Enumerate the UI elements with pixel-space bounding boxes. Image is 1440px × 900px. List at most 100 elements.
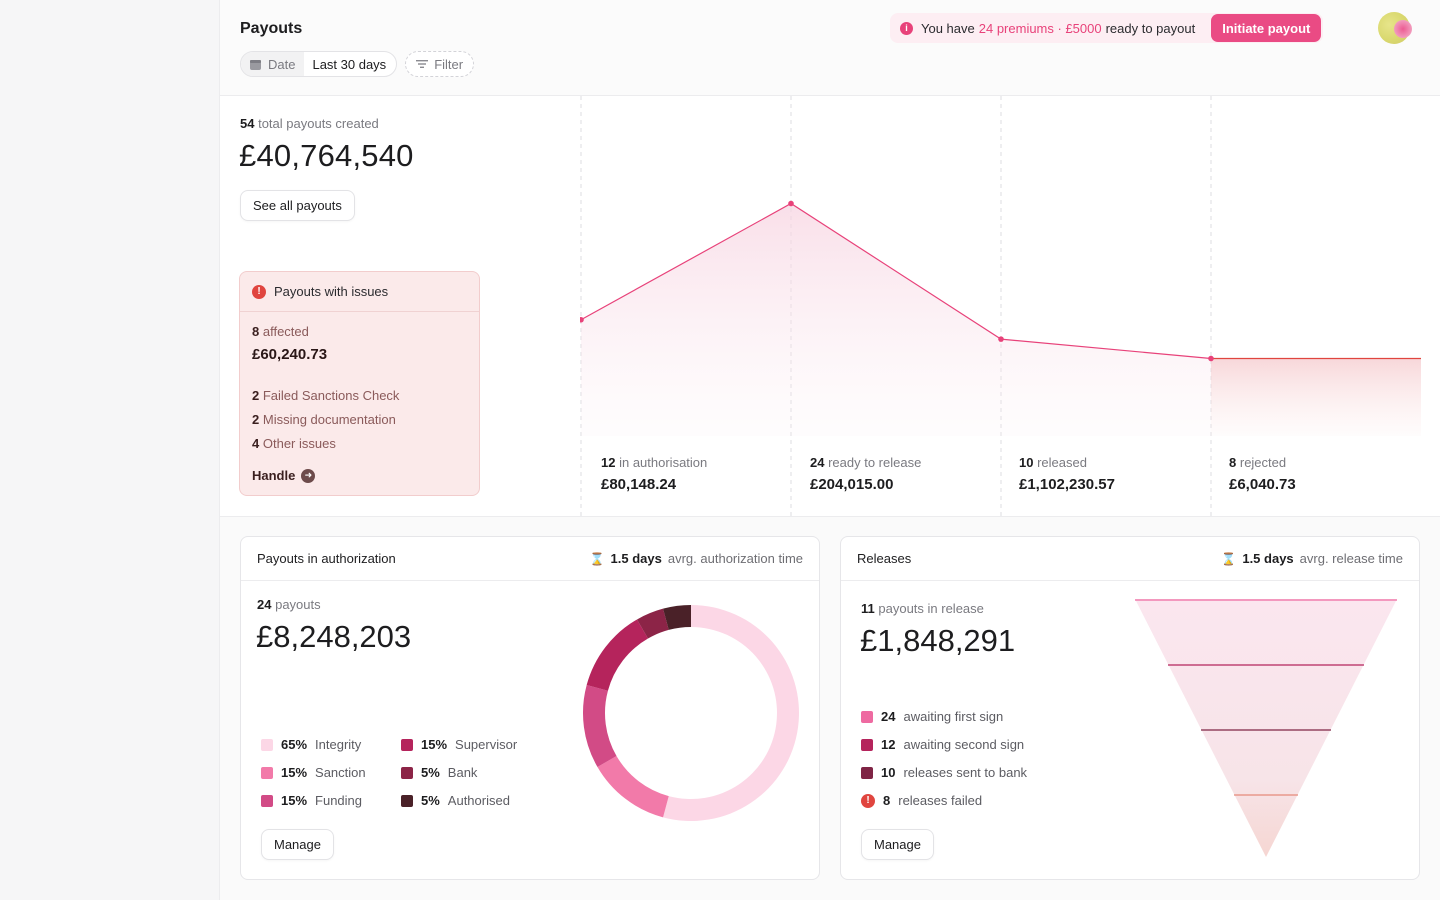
stage-label: 8 rejected £6,040.73 xyxy=(1229,455,1296,493)
funnel-legend-item: 10 releases sent to bank xyxy=(861,765,1027,780)
stage-name: rejected xyxy=(1239,455,1287,470)
legend-pct: 5% xyxy=(421,765,440,780)
legend-pct: 5% xyxy=(421,793,440,808)
section-divider xyxy=(220,516,1440,517)
hourglass-icon: ⌛ xyxy=(1221,551,1237,566)
issue-count: 4 xyxy=(252,436,260,451)
legend-item: 15% Sanction xyxy=(261,765,366,780)
avatar[interactable] xyxy=(1378,12,1412,44)
initiate-payout-button[interactable]: Initiate payout xyxy=(1211,14,1322,42)
legend-label: releases failed xyxy=(898,793,983,808)
issue-label: Failed Sanctions Check xyxy=(262,388,400,403)
funnel-shape xyxy=(1135,599,1397,857)
issue-count: 2 xyxy=(252,388,260,403)
stage-amount: £1,102,230.57 xyxy=(1019,476,1115,493)
authorization-amount: £8,248,203 xyxy=(256,619,412,654)
chart-area xyxy=(581,203,1211,436)
info-icon: i xyxy=(900,21,913,35)
legend-label: Integrity xyxy=(315,737,362,752)
alert-icon: ! xyxy=(861,793,875,808)
alert-icon: ! xyxy=(252,284,266,299)
manage-releases-button[interactable]: Manage xyxy=(861,829,934,860)
stage-count: 8 xyxy=(1229,455,1237,470)
stage-label: 12 in authorisation £80,148.24 xyxy=(601,455,707,493)
authorization-count: 24 xyxy=(257,597,272,612)
see-all-payouts-button[interactable]: See all payouts xyxy=(240,190,355,221)
stage-count: 10 xyxy=(1019,455,1034,470)
chart-point xyxy=(998,336,1004,342)
issue-label: Other issues xyxy=(262,436,336,451)
authorization-card: Payouts in authorization ⌛ 1.5 days avrg… xyxy=(240,536,820,880)
total-payouts-caption: 54 total payouts created xyxy=(240,116,379,131)
legend-count: 12 xyxy=(881,737,896,752)
authorization-card-header: Payouts in authorization ⌛ 1.5 days avrg… xyxy=(241,537,819,581)
page-title: Payouts xyxy=(240,20,303,37)
legend-item: 5% Bank xyxy=(401,765,477,780)
handle-issues-button[interactable]: Handle ➜ xyxy=(252,468,316,483)
legend-swatch xyxy=(401,766,413,779)
arrow-right-icon: ➜ xyxy=(301,468,316,483)
legend-item: 15% Supervisor xyxy=(401,737,517,752)
releases-card: Releases ⌛ 1.5 days avrg. release time 1… xyxy=(840,536,1420,880)
legend-swatch xyxy=(861,766,873,779)
chart-series-line xyxy=(580,202,1212,360)
legend-pct: 15% xyxy=(281,765,308,780)
avg-time-value: 1.5 days xyxy=(1242,551,1294,566)
releases-count: 11 xyxy=(861,601,875,616)
stage-label: 24 ready to release £204,015.00 xyxy=(810,455,921,493)
sidebar xyxy=(0,0,220,900)
stage-count: 12 xyxy=(601,455,616,470)
banner-prefix: You have xyxy=(921,20,975,36)
legend-label: Funding xyxy=(315,793,363,808)
legend-item: 65% Integrity xyxy=(261,737,361,752)
filter-bar: Date Last 30 days Filter xyxy=(240,51,475,77)
legend-swatch xyxy=(261,738,273,751)
avg-time-label: avrg. authorization time xyxy=(667,551,803,566)
stage-amount: £204,015.00 xyxy=(810,476,894,493)
date-filter-label: Date xyxy=(241,52,305,76)
filter-label: Filter xyxy=(434,56,464,72)
legend-count: 10 xyxy=(881,765,896,780)
legend-item: 5% Authorised xyxy=(401,793,510,808)
legend-count: 8 xyxy=(883,793,891,808)
stage-count: 24 xyxy=(810,455,825,470)
legend-swatch xyxy=(861,738,873,751)
funnel-legend-item: 12 awaiting second sign xyxy=(861,737,1024,752)
filter-icon xyxy=(416,60,429,68)
handle-label: Handle xyxy=(252,468,296,483)
authorization-card-title: Payouts in authorization xyxy=(257,551,396,566)
legend-label: releases sent to bank xyxy=(903,765,1028,780)
legend-swatch xyxy=(261,766,273,779)
legend-pct: 65% xyxy=(281,737,308,752)
total-payouts-amount: £40,764,540 xyxy=(239,138,414,173)
issues-title: Payouts with issues xyxy=(274,284,389,299)
payout-stage-chart xyxy=(580,96,1421,516)
legend-swatch xyxy=(401,794,413,807)
payout-banner: i You have 24 premiums · £5000 ready to … xyxy=(890,13,1324,43)
issue-row: 4 Other issues xyxy=(252,436,336,451)
issues-amount: £60,240.73 xyxy=(252,346,328,363)
total-payouts-label: total payouts created xyxy=(258,116,379,131)
affected-count: 8 xyxy=(252,324,260,339)
releases-caption-label: payouts in release xyxy=(878,601,984,616)
hourglass-icon: ⌛ xyxy=(589,551,605,566)
donut-slice xyxy=(586,619,648,691)
date-filter[interactable]: Date Last 30 days xyxy=(240,51,398,77)
funnel-legend-item: ! 8 releases failed xyxy=(861,793,982,808)
donut-slice xyxy=(583,685,617,767)
issues-affected: 8 affected xyxy=(252,324,309,339)
calendar-icon xyxy=(250,59,261,70)
legend-pct: 15% xyxy=(421,737,448,752)
manage-authorization-button[interactable]: Manage xyxy=(261,829,334,860)
legend-label: Supervisor xyxy=(455,737,518,752)
date-label-text: Date xyxy=(268,56,296,72)
banner-suffix: ready to payout xyxy=(1105,20,1196,36)
date-filter-value[interactable]: Last 30 days xyxy=(312,56,387,72)
legend-label: Sanction xyxy=(315,765,366,780)
filter-button[interactable]: Filter xyxy=(405,51,475,77)
issues-header: ! Payouts with issues xyxy=(240,272,479,312)
issues-panel: ! Payouts with issues 8 affected £60,240… xyxy=(239,271,480,496)
avg-time-value: 1.5 days xyxy=(610,551,662,566)
legend-label: awaiting second sign xyxy=(903,737,1025,752)
legend-label: Bank xyxy=(447,765,478,780)
